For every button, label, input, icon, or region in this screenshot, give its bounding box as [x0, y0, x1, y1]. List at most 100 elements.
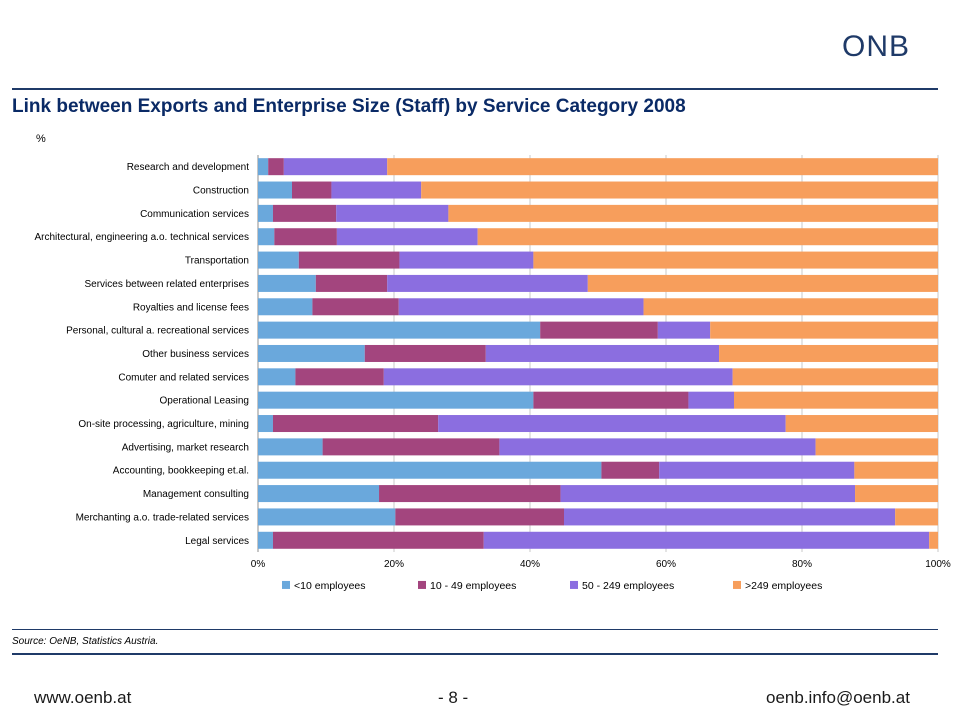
bar-segment: [499, 438, 816, 456]
bar-segment: [258, 508, 396, 526]
bar-segment: [540, 321, 658, 339]
bar-segment: [258, 321, 541, 339]
bar-segment: [929, 531, 938, 549]
bar-segment: [657, 321, 711, 339]
legend-swatch: [570, 580, 578, 589]
category-label: Accounting, bookkeeping et.al.: [113, 466, 249, 477]
footer-rule: [12, 653, 938, 655]
category-label: Merchanting a.o. trade-related services: [76, 512, 249, 523]
legend-label: 50 - 249 employees: [582, 580, 674, 592]
legend-swatch: [418, 580, 426, 589]
bar-segment: [483, 531, 930, 549]
bar-segment: [322, 438, 500, 456]
category-label: Personal, cultural a. recreational servi…: [66, 326, 249, 337]
bar-segment: [295, 368, 384, 386]
bar-segment: [258, 485, 380, 503]
bar-segment: [895, 508, 938, 526]
bar-segment: [258, 415, 273, 433]
bar-segment: [398, 298, 644, 316]
x-tick-label: 0%: [251, 559, 266, 570]
bar-segment: [710, 321, 938, 339]
bar-segment: [336, 204, 449, 222]
legend-label: >249 employees: [745, 580, 822, 592]
category-label: Architectural, engineering a.o. technica…: [34, 232, 249, 243]
chart-bars: [258, 158, 938, 549]
bar-segment: [336, 228, 478, 246]
bar-segment: [734, 391, 938, 409]
legend-swatch: [282, 580, 290, 589]
bar-segment: [399, 251, 534, 269]
bar-segment: [258, 204, 273, 222]
bar-segment: [438, 415, 786, 433]
bar-segment: [485, 344, 720, 362]
bar-segment: [258, 461, 602, 479]
unit-label: %: [36, 133, 46, 145]
bar-segment: [315, 274, 388, 292]
bar-segment: [564, 508, 896, 526]
bar-segment: [258, 274, 316, 292]
bar-segment: [815, 438, 938, 456]
footer-page-number: - 8 -: [438, 688, 469, 707]
bar-segment: [387, 158, 938, 176]
bar-segment: [272, 531, 484, 549]
bar-segment: [560, 485, 856, 503]
bar-segment: [258, 228, 275, 246]
bar-segment: [448, 204, 938, 222]
category-label: Construction: [193, 186, 249, 197]
category-label: Services between related enterprises: [84, 279, 249, 290]
bar-segment: [477, 228, 938, 246]
category-label: Transportation: [185, 256, 249, 267]
x-tick-label: 80%: [792, 559, 812, 570]
bar-segment: [258, 251, 299, 269]
bar-segment: [601, 461, 660, 479]
bar-segment: [719, 344, 938, 362]
bar-segment: [258, 181, 292, 199]
source-rule-top: [12, 629, 938, 630]
bar-segment: [364, 344, 486, 362]
category-label: Research and development: [127, 162, 250, 173]
category-label: On-site processing, agriculture, mining: [78, 419, 249, 430]
footer-email: oenb.info@oenb.at: [766, 688, 910, 707]
chart-legend: <10 employees 10 - 49 employees 50 - 249 e…: [282, 580, 822, 592]
bar-segment: [379, 485, 561, 503]
svg-text:ONB: ONB: [842, 30, 910, 63]
bar-segment: [855, 485, 938, 503]
category-label: Other business services: [142, 349, 249, 360]
bar-segment: [283, 158, 388, 176]
bar-segment: [854, 461, 938, 479]
bar-segment: [258, 344, 365, 362]
bar-segment: [312, 298, 399, 316]
bar-segment: [643, 298, 938, 316]
bar-segment: [533, 391, 689, 409]
bar-segment: [292, 181, 332, 199]
bar-segment: [298, 251, 400, 269]
category-label: Advertising, market research: [122, 442, 249, 453]
legend-label: <10 employees: [294, 580, 366, 592]
bar-segment: [587, 274, 938, 292]
bar-segment: [533, 251, 938, 269]
category-label: Legal services: [185, 536, 249, 547]
bar-segment: [421, 181, 938, 199]
bar-segment: [785, 415, 938, 433]
bar-segment: [331, 181, 422, 199]
page-title: Link between Exports and Enterprise Size…: [12, 96, 686, 117]
bar-segment: [258, 368, 296, 386]
bar-segment: [395, 508, 564, 526]
x-tick-label: 60%: [656, 559, 676, 570]
bar-segment: [258, 391, 534, 409]
bar-segment: [387, 274, 588, 292]
footer-website: www.oenb.at: [34, 688, 132, 707]
legend-label: 10 - 49 employees: [430, 580, 516, 592]
bar-segment: [688, 391, 734, 409]
header-rule: [12, 88, 938, 90]
category-label: Management consulting: [143, 489, 249, 500]
category-label: Communication services: [140, 209, 249, 220]
bar-segment: [272, 204, 337, 222]
stacked-bar-chart: Research and development Construction Comm…: [34, 155, 951, 592]
bar-segment: [659, 461, 855, 479]
category-label: Operational Leasing: [159, 396, 249, 407]
x-tick-label: 20%: [384, 559, 404, 570]
bar-segment: [258, 298, 313, 316]
bar-segment: [383, 368, 733, 386]
legend-swatch: [733, 580, 741, 589]
